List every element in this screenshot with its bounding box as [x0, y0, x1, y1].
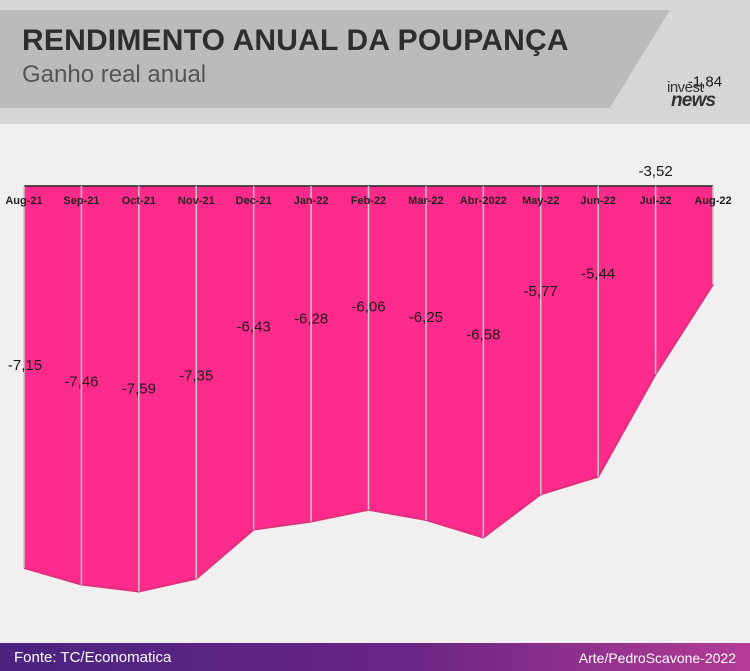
x-tick-label: Sep-21 [63, 195, 99, 207]
x-tick-label: Jul-22 [640, 195, 672, 207]
data-label: -7,35 [179, 368, 213, 385]
x-tick-label: Nov-21 [178, 195, 215, 207]
data-label: -6,58 [466, 327, 500, 344]
chart-subtitle: Ganho real anual [22, 61, 207, 88]
data-label: -6,25 [409, 309, 443, 326]
area-chart: Aug-21 Sep-21 Oct-21 Nov-21 Dec-21 Jan-22 Feb-… [5, 73, 732, 593]
x-tick-label: Abr-2022 [460, 195, 507, 207]
data-label: -3,52 [638, 163, 672, 180]
x-tick-label: Oct-21 [122, 195, 156, 207]
credit-note: Arte/PedroScavone-2022 [578, 650, 736, 666]
x-tick-label: Aug-21 [5, 195, 42, 207]
title-banner [0, 10, 670, 108]
x-tick-label: May-22 [522, 195, 559, 207]
footer-bar: Fonte: TC/Economatica Arte/PedroScavone-… [0, 643, 750, 671]
data-label: -5,77 [524, 283, 558, 300]
investnews-logo: invest news [667, 79, 731, 111]
x-axis-labels: Aug-21 Sep-21 Oct-21 Nov-21 Dec-21 Jan-22 Feb-… [5, 195, 731, 207]
data-label: -6,43 [237, 318, 271, 335]
chart-title: RENDIMENTO ANUAL DA POUPANÇA [22, 24, 569, 57]
data-label: -7,46 [64, 374, 98, 391]
separator-layer [23, 186, 714, 592]
data-label: -7,59 [122, 380, 156, 397]
value-labels: -7,15 -7,46 -7,59 -7,35 -6,43 -6,28 -6,06 -6,25… [8, 73, 722, 397]
series-line [23, 283, 714, 593]
data-label: -6,28 [294, 310, 328, 327]
x-tick-label: Jan-22 [294, 195, 329, 207]
source-note: Fonte: TC/Economatica [14, 649, 172, 666]
x-tick-label: Jun-22 [580, 195, 615, 207]
x-tick-label: Mar-22 [408, 195, 443, 207]
data-label: -7,15 [8, 357, 42, 374]
x-tick-label: Dec-21 [236, 195, 272, 207]
x-tick-label: Aug-22 [694, 195, 731, 207]
data-label: -1,84 [688, 73, 722, 90]
data-label: -5,44 [581, 266, 615, 283]
data-label: -6,06 [351, 299, 385, 316]
x-tick-label: Feb-22 [351, 195, 386, 207]
logo-text-invest: invest [667, 79, 704, 96]
logo-text-news: news [671, 89, 716, 111]
